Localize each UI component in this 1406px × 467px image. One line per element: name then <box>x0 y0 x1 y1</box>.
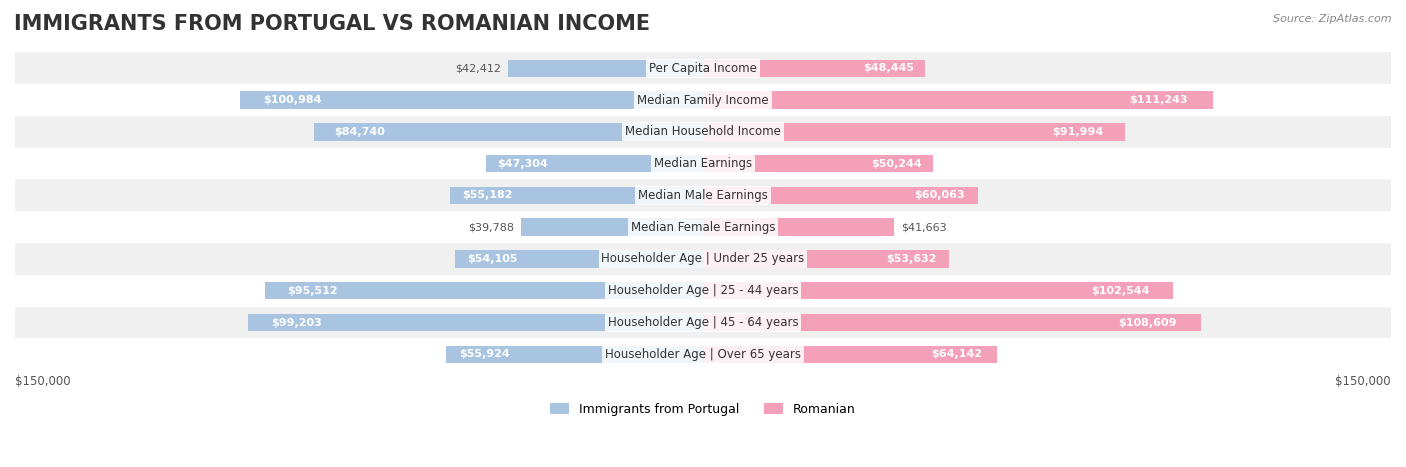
FancyBboxPatch shape <box>15 148 1391 179</box>
Text: $150,000: $150,000 <box>15 375 70 388</box>
FancyBboxPatch shape <box>15 179 1391 211</box>
Text: $60,063: $60,063 <box>914 191 965 200</box>
Text: $99,203: $99,203 <box>271 318 322 327</box>
Text: $50,244: $50,244 <box>872 159 922 169</box>
FancyBboxPatch shape <box>703 346 997 363</box>
FancyBboxPatch shape <box>315 123 703 141</box>
FancyBboxPatch shape <box>15 339 1391 370</box>
FancyBboxPatch shape <box>240 91 703 109</box>
Text: Median Family Income: Median Family Income <box>637 93 769 106</box>
FancyBboxPatch shape <box>520 219 703 236</box>
FancyBboxPatch shape <box>15 211 1391 243</box>
FancyBboxPatch shape <box>703 314 1201 331</box>
Text: $55,182: $55,182 <box>463 191 513 200</box>
Legend: Immigrants from Portugal, Romanian: Immigrants from Portugal, Romanian <box>546 398 860 421</box>
FancyBboxPatch shape <box>447 346 703 363</box>
FancyBboxPatch shape <box>454 250 703 268</box>
Text: Median Female Earnings: Median Female Earnings <box>631 221 775 234</box>
Text: $111,243: $111,243 <box>1129 95 1188 105</box>
FancyBboxPatch shape <box>15 307 1391 339</box>
Text: Median Male Earnings: Median Male Earnings <box>638 189 768 202</box>
Text: $64,142: $64,142 <box>931 349 983 359</box>
FancyBboxPatch shape <box>703 59 925 77</box>
FancyBboxPatch shape <box>486 155 703 172</box>
Text: $100,984: $100,984 <box>263 95 322 105</box>
Text: $48,445: $48,445 <box>863 63 914 73</box>
Text: Householder Age | 45 - 64 years: Householder Age | 45 - 64 years <box>607 316 799 329</box>
FancyBboxPatch shape <box>15 84 1391 116</box>
FancyBboxPatch shape <box>15 243 1391 275</box>
Text: Median Household Income: Median Household Income <box>626 125 780 138</box>
Text: Median Earnings: Median Earnings <box>654 157 752 170</box>
FancyBboxPatch shape <box>703 123 1125 141</box>
FancyBboxPatch shape <box>703 187 979 204</box>
FancyBboxPatch shape <box>247 314 703 331</box>
Text: Householder Age | Under 25 years: Householder Age | Under 25 years <box>602 253 804 265</box>
Text: $41,663: $41,663 <box>901 222 946 232</box>
Text: $55,924: $55,924 <box>460 349 510 359</box>
Text: $54,105: $54,105 <box>467 254 517 264</box>
Text: $108,609: $108,609 <box>1118 318 1177 327</box>
Text: $95,512: $95,512 <box>287 286 337 296</box>
FancyBboxPatch shape <box>509 59 703 77</box>
Text: $150,000: $150,000 <box>1336 375 1391 388</box>
FancyBboxPatch shape <box>703 91 1213 109</box>
FancyBboxPatch shape <box>450 187 703 204</box>
Text: IMMIGRANTS FROM PORTUGAL VS ROMANIAN INCOME: IMMIGRANTS FROM PORTUGAL VS ROMANIAN INC… <box>14 14 650 34</box>
FancyBboxPatch shape <box>15 116 1391 148</box>
FancyBboxPatch shape <box>264 282 703 299</box>
FancyBboxPatch shape <box>703 219 894 236</box>
FancyBboxPatch shape <box>15 275 1391 307</box>
FancyBboxPatch shape <box>703 155 934 172</box>
Text: Householder Age | 25 - 44 years: Householder Age | 25 - 44 years <box>607 284 799 297</box>
Text: $102,544: $102,544 <box>1091 286 1150 296</box>
FancyBboxPatch shape <box>15 52 1391 84</box>
Text: $42,412: $42,412 <box>456 63 502 73</box>
Text: Per Capita Income: Per Capita Income <box>650 62 756 75</box>
Text: $53,632: $53,632 <box>886 254 936 264</box>
Text: $91,994: $91,994 <box>1053 127 1104 137</box>
FancyBboxPatch shape <box>703 282 1174 299</box>
Text: $39,788: $39,788 <box>468 222 513 232</box>
Text: $47,304: $47,304 <box>496 159 547 169</box>
Text: Householder Age | Over 65 years: Householder Age | Over 65 years <box>605 348 801 361</box>
FancyBboxPatch shape <box>703 250 949 268</box>
Text: Source: ZipAtlas.com: Source: ZipAtlas.com <box>1274 14 1392 24</box>
Text: $84,740: $84,740 <box>333 127 385 137</box>
